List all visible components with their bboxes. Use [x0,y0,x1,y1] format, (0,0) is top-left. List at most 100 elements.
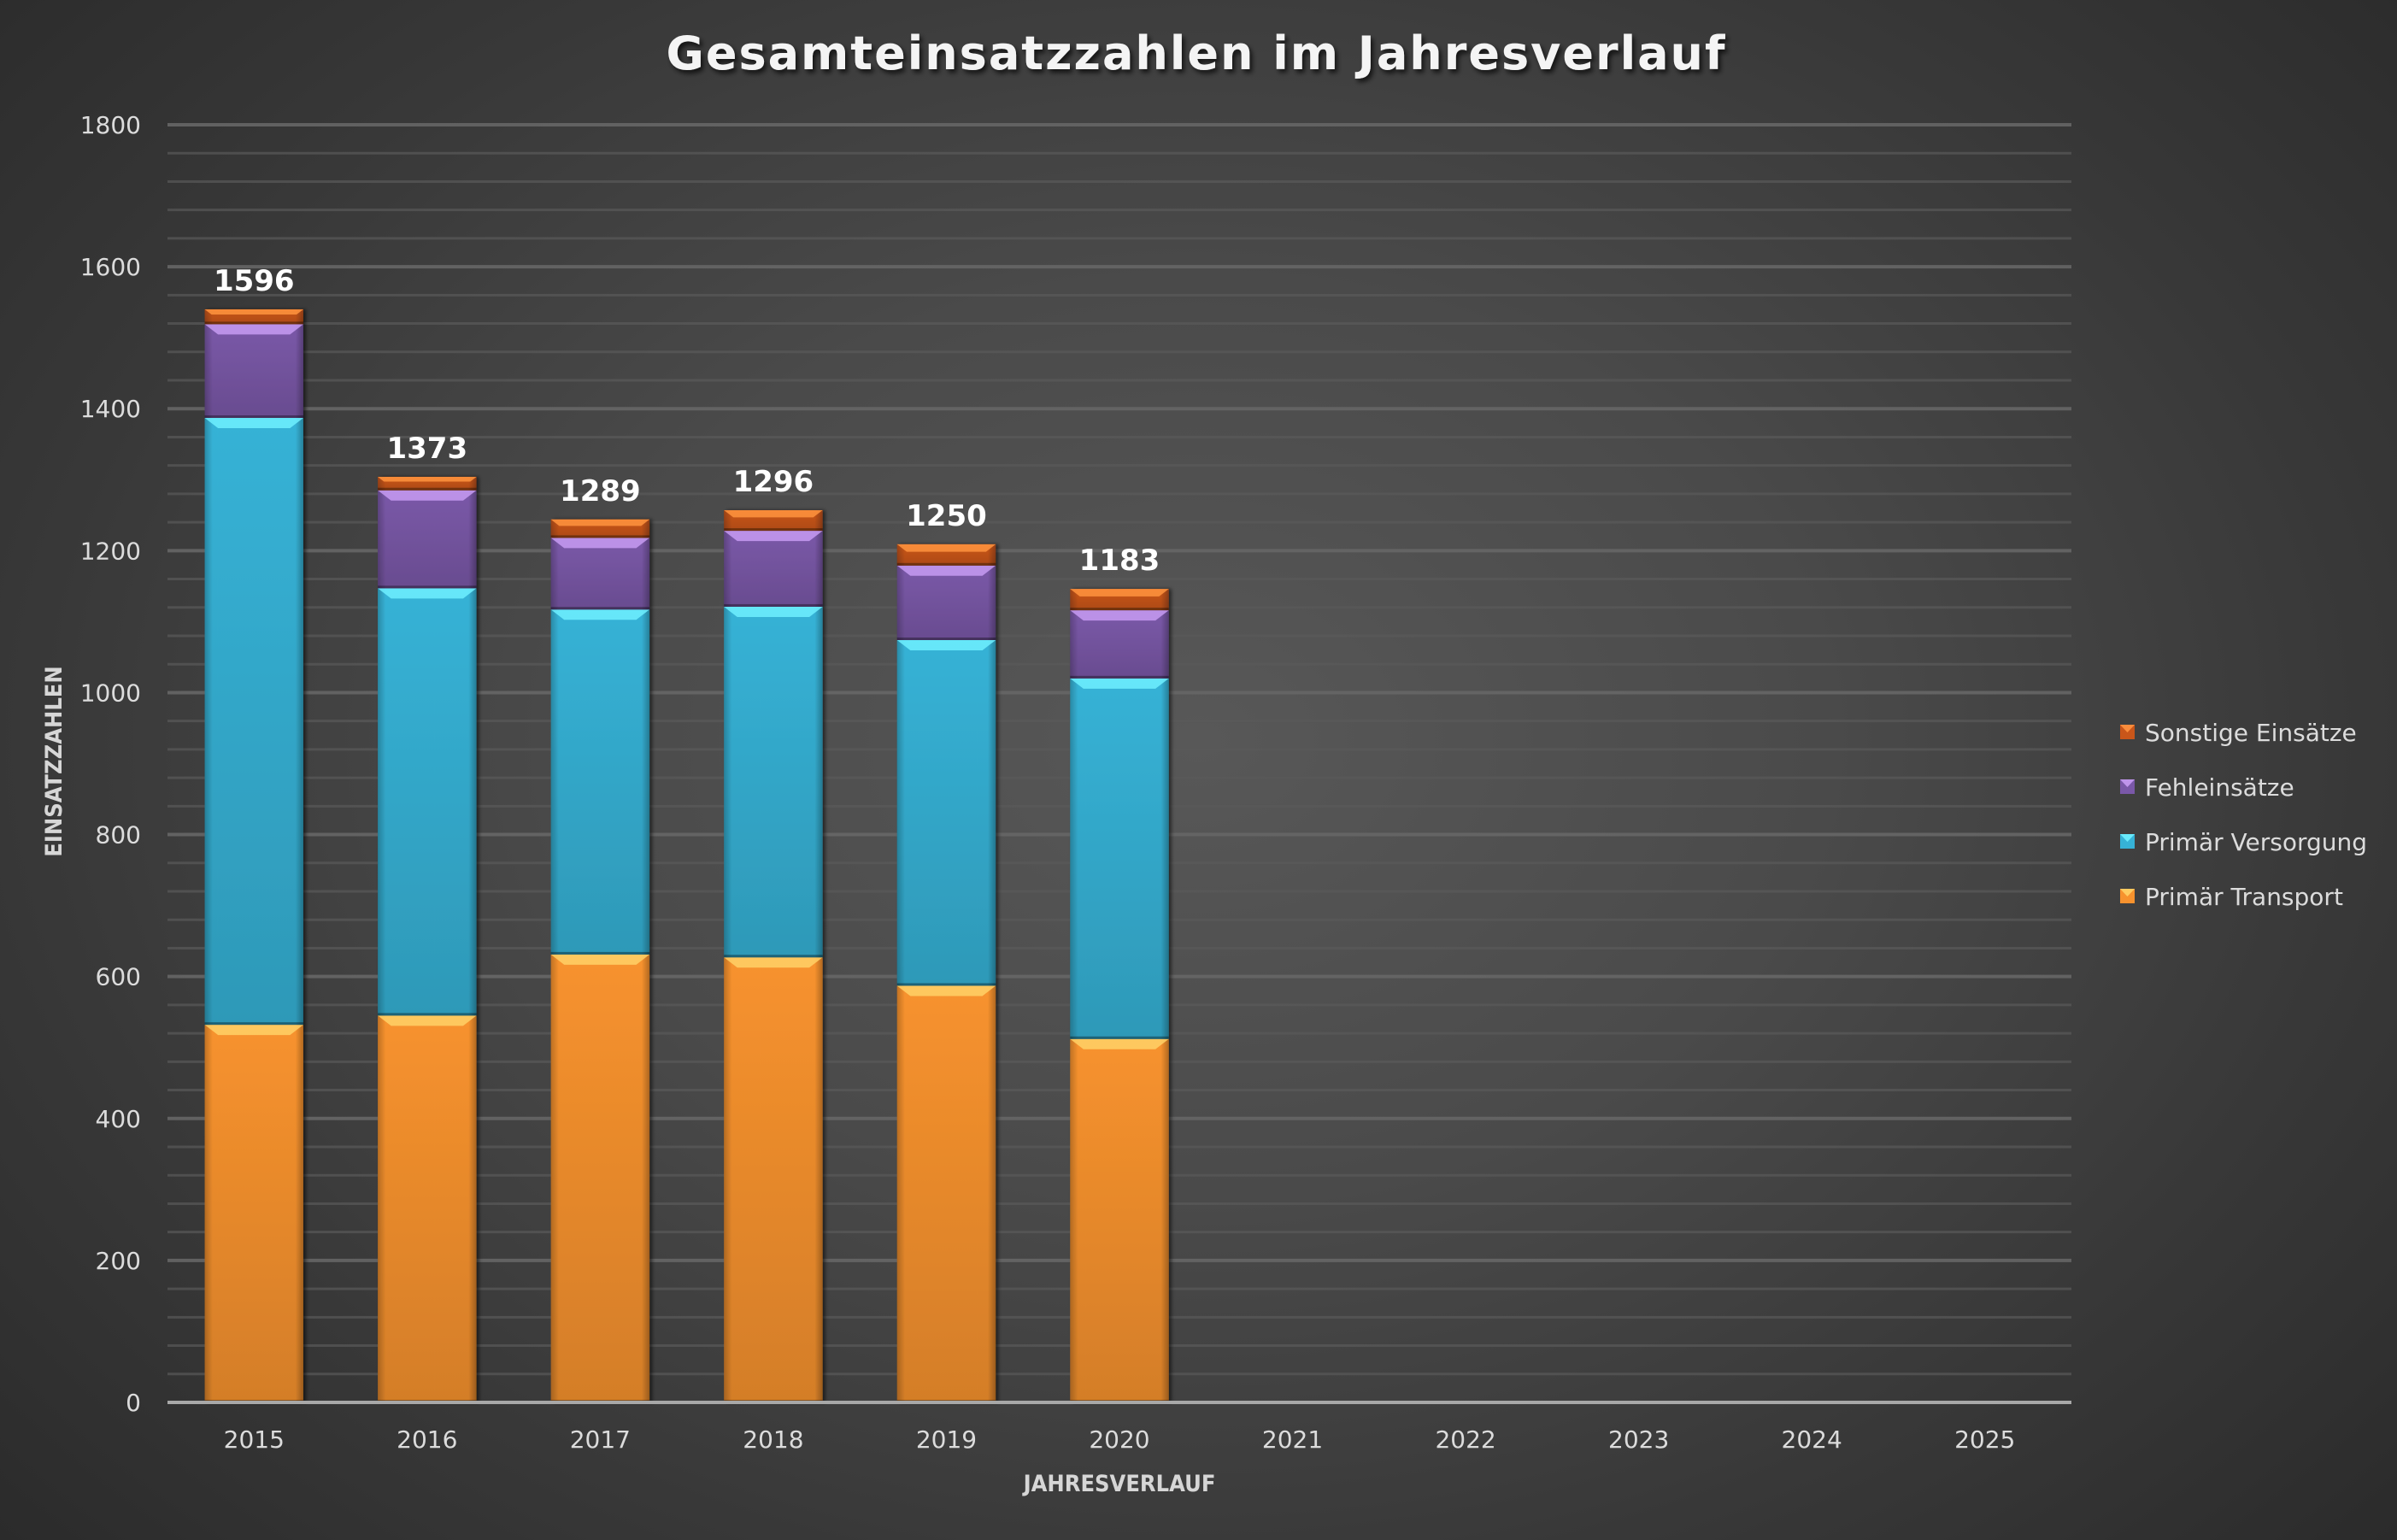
x-tick-label: 2025 [1954,1425,2015,1454]
bar-segment-edge [378,487,477,491]
bar-segment-edge [1070,675,1169,679]
bar-segment-edge [1070,608,1169,611]
y-tick-label: 0 [126,1389,141,1417]
bar-segment [378,490,477,589]
bar-segment [1070,610,1169,679]
bar-segment-bevel [550,538,650,549]
bar-segment-bevel [1070,589,1169,597]
bar-segment-bevel [550,954,650,965]
bar-segment [204,324,303,419]
x-tick-label: 2024 [1782,1425,1842,1454]
bar-segment-bevel [724,606,823,617]
legend-swatch-bevel [2120,889,2135,896]
bar-segment-edge [896,983,996,986]
bar-segment-side-shade [378,490,477,589]
bar-segment-edge [724,955,823,958]
bar-segment-side-shade [896,985,996,1402]
bar-stack-2015 [204,309,303,1402]
bar-segment-side-shade [550,538,650,610]
legend-swatch-bevel [2120,834,2135,842]
bar-segment-bevel [204,1025,303,1036]
y-axis-title: EINSATZZAHLEN [41,666,68,857]
x-axis-title: JAHRESVERLAUF [1022,1471,1216,1497]
legend-item: Sonstige Einsätze [2120,719,2357,747]
bar-segment [204,418,303,1026]
x-tick-label: 2016 [397,1425,457,1454]
bar-segment-side-shade [550,954,650,1402]
bar-segment-bevel [204,309,303,315]
bar-segment-bevel [378,490,477,501]
bar-segment [378,476,477,491]
bar-segment [1070,1038,1169,1402]
bar-segment-side-shade [378,1015,477,1402]
x-tick-label: 2023 [1608,1425,1669,1454]
bar-segment [896,985,996,1402]
bar-segment-side-shade [204,418,303,1026]
bar-segment-edge [378,585,477,589]
bar-segment-bevel [724,509,823,518]
bar-stack-2017 [550,519,650,1402]
bar-segment-bevel [724,957,823,968]
x-tick-label: 2019 [916,1425,977,1454]
bar-segment-edge [1070,1036,1169,1039]
bar-segment-bevel [378,476,477,482]
bar-segment-side-shade [724,531,823,607]
bar-segment-edge [896,562,996,566]
y-tick-label: 200 [96,1247,141,1275]
data-label-total: 1183 [1079,544,1160,578]
bar-segment-bevel [1070,610,1169,621]
legend-item: Primär Transport [2120,883,2343,911]
bar-segment [550,609,650,955]
bar-segment [378,1015,477,1402]
bar-segment [724,957,823,1402]
bar-segment-side-shade [204,1025,303,1402]
bar-segment-edge [204,415,303,419]
bar-segment-bevel [896,544,996,552]
bar-segment-edge [724,603,823,607]
legend-label: Primär Transport [2145,883,2343,911]
x-tick-label: 2015 [224,1425,285,1454]
bar-segment-side-shade [896,565,996,640]
bar-segment-bevel [896,985,996,996]
bar-segment-edge [550,535,650,538]
data-label-total: 1296 [733,465,814,499]
bar-segment-side-shade [724,606,823,958]
chart-title: Gesamteinsatzzahlen im Jahresverlauf [667,26,1727,80]
bar-segment-side-shade [550,609,650,955]
bar-segment-bevel [1070,1038,1169,1049]
bar-segment [550,519,650,538]
legend-swatch-bevel [2120,779,2135,787]
bar-segment [204,1025,303,1402]
legend-swatch-bevel [2120,725,2135,732]
bar-stack-2020 [1070,589,1169,1402]
data-label-total: 1373 [386,432,467,466]
bar-segment-bevel [550,519,650,526]
bar-segment-edge [724,528,823,532]
data-label-total: 1250 [906,499,987,533]
bar-segment-side-shade [1070,678,1169,1039]
bar-segment [724,531,823,607]
bar-segment-bevel [896,565,996,576]
x-tick-label: 2020 [1089,1425,1149,1454]
y-tick-label: 1600 [80,253,141,281]
bar-segment-side-shade [1070,610,1169,679]
data-label-total: 1596 [214,264,295,298]
legend-item: Fehleinsätze [2120,773,2294,802]
y-tick-label: 1800 [80,111,141,139]
bar-segment [724,509,823,532]
bar-segment-side-shade [204,324,303,419]
bar-segment [896,639,996,986]
bar-segment-side-shade [724,957,823,1402]
bar-segment [896,565,996,640]
bar-segment-bevel [378,1015,477,1026]
bar-segment [204,309,303,325]
bar-segment [896,544,996,566]
bar-segment-side-shade [378,588,477,1016]
legend-label: Fehleinsätze [2145,773,2294,802]
y-tick-label: 1200 [80,537,141,565]
bar-segment-side-shade [1070,1038,1169,1402]
bar-segment-edge [378,1013,477,1016]
bar-segment-edge [550,951,650,955]
y-tick-label: 400 [96,1105,141,1133]
bar-segment [378,588,477,1016]
